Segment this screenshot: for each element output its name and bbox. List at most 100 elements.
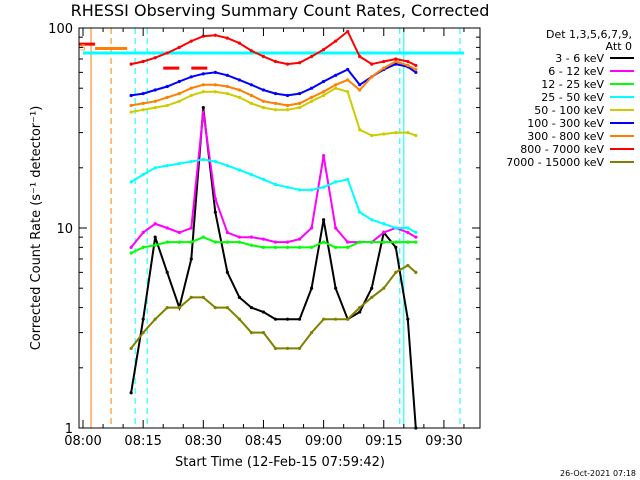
data-point [346,240,350,244]
data-point [141,108,145,112]
data-point [273,101,278,105]
data-point [309,188,314,192]
data-point [165,305,169,310]
data-point [382,66,386,70]
data-point [414,67,418,72]
data-point [165,95,169,99]
data-point [237,88,241,92]
annotation-label: S [80,43,86,53]
data-point [249,305,254,310]
data-point [153,88,157,92]
legend-entry: 800 - 7000 keV [520,143,634,156]
data-point [165,164,169,168]
data-point [141,330,145,335]
data-point [358,210,362,214]
data-point [346,90,350,94]
data-point [225,240,229,244]
series-8 [129,263,418,351]
data-point [346,245,350,249]
data-point [225,84,229,89]
data-point [201,295,205,299]
x-axis-label: Start Time (12-Feb-15 07:59:42) [175,455,385,470]
data-point [141,91,145,96]
legend-entry: 300 - 800 keV [527,130,634,143]
data-point [406,226,410,230]
data-point [237,95,241,99]
data-point [309,86,314,90]
data-point [165,84,169,89]
data-point [141,172,145,177]
data-point [261,245,266,249]
data-point [213,305,217,310]
data-point [177,230,181,235]
data-point [382,230,386,235]
data-point [334,286,338,290]
data-point [249,330,254,335]
data-point [177,161,181,166]
data-point [297,61,302,65]
data-point [237,295,241,299]
data-point [346,29,350,34]
data-point [225,270,229,274]
data-point [334,83,338,87]
data-point [322,218,326,222]
data-point [346,67,350,72]
x-tick-label: 08:15 [124,434,161,449]
data-point [213,197,217,201]
legend-entry: 3 - 6 keV [555,52,634,65]
data-point [213,33,217,37]
data-point [309,95,314,99]
data-point [322,79,326,84]
data-point [177,45,181,49]
data-point [189,93,193,98]
series-3 [129,157,418,235]
data-point [322,240,326,244]
data-point [382,222,386,226]
data-point [394,59,398,64]
data-point [382,59,386,64]
data-point [141,245,145,249]
data-point [285,245,290,249]
data-point [382,240,386,244]
data-point [334,86,338,90]
data-point [213,240,217,244]
data-point [358,240,362,244]
legend-entry: 100 - 300 keV [527,117,634,130]
data-point [334,245,338,249]
data-point [249,101,254,105]
data-point [129,251,133,255]
data-point [394,240,398,244]
data-point [346,317,350,321]
data-point [309,226,314,230]
data-point [225,164,229,168]
data-point [165,103,169,108]
data-point [261,99,266,103]
data-point [225,91,229,96]
data-point [297,346,302,351]
data-point [153,105,157,110]
data-point [273,59,278,64]
legend-entry: 50 - 100 keV [534,104,634,117]
data-point [141,230,145,235]
data-point [225,305,229,310]
data-point [141,59,145,64]
data-point [249,49,254,53]
data-point [334,180,338,184]
legend-label: 50 - 100 keV [534,104,604,117]
data-point [358,88,362,92]
data-point [225,73,229,77]
data-point [285,108,290,112]
data-point [201,105,205,110]
data-point [414,63,418,68]
data-point [249,93,254,98]
data-point [394,226,398,230]
data-point [285,317,290,321]
y-tick-label: 10 [56,222,73,237]
data-point [406,240,410,244]
data-point [129,180,133,184]
data-point [394,270,398,274]
data-point [225,230,229,235]
data-point [153,56,157,60]
data-point [237,78,241,82]
